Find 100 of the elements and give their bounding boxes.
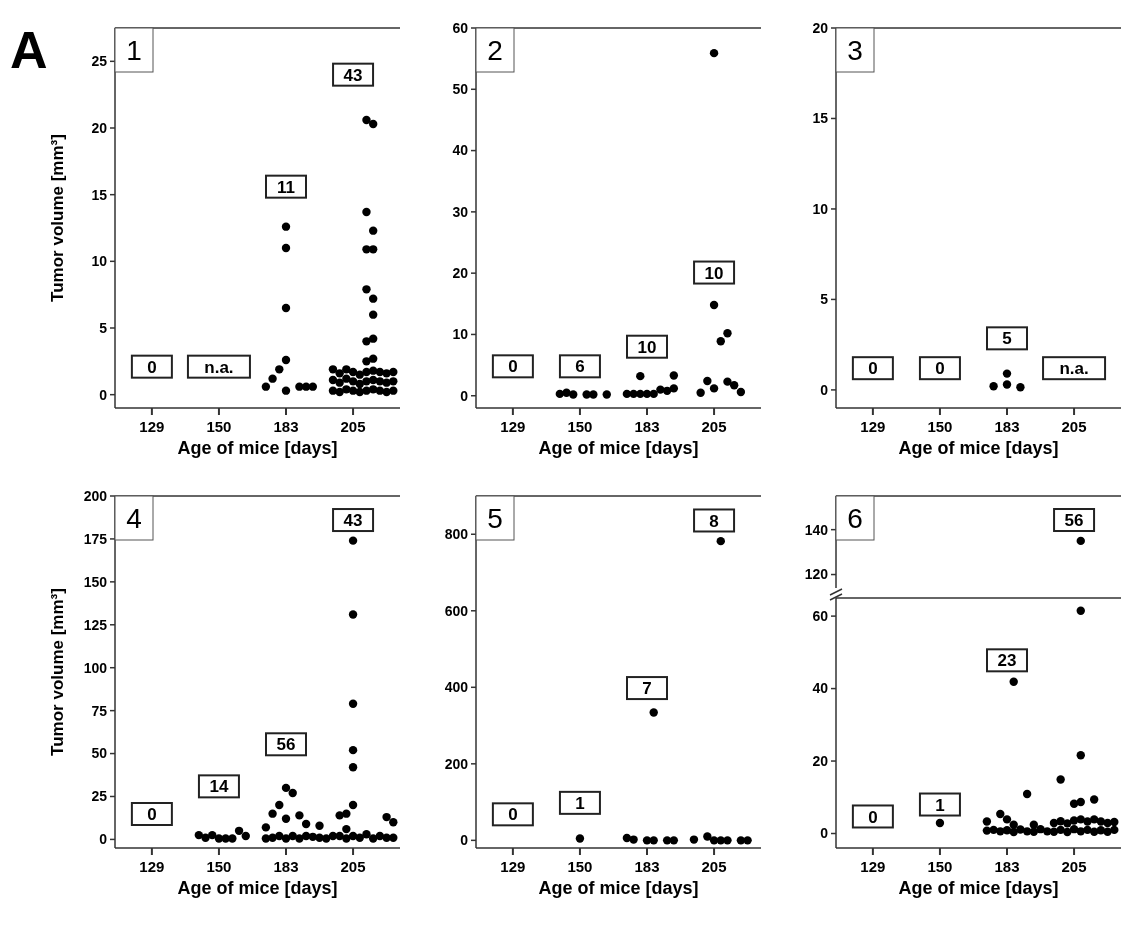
point bbox=[723, 329, 732, 338]
point bbox=[1002, 815, 1012, 824]
point bbox=[201, 833, 210, 842]
point bbox=[355, 370, 364, 379]
chart-title: 1 bbox=[126, 35, 142, 66]
point bbox=[669, 836, 679, 845]
point bbox=[348, 610, 358, 619]
point bbox=[275, 800, 284, 810]
annotation: 0 bbox=[147, 357, 157, 377]
x-tick-label: 129 bbox=[139, 858, 165, 875]
y-tick-label: 30 bbox=[452, 203, 469, 220]
point bbox=[368, 245, 378, 254]
point bbox=[689, 835, 699, 844]
point bbox=[261, 834, 271, 843]
x-axis-title: Age of mice [days] bbox=[177, 438, 338, 458]
point bbox=[368, 294, 378, 303]
point bbox=[703, 832, 712, 841]
point bbox=[1002, 826, 1012, 835]
point bbox=[709, 300, 719, 310]
y-tick-label: 0 bbox=[99, 831, 108, 848]
point bbox=[348, 536, 358, 545]
point bbox=[649, 836, 658, 845]
y-tick-label: 0 bbox=[460, 387, 469, 404]
y-tick-label: 20 bbox=[812, 752, 829, 769]
point bbox=[736, 387, 746, 397]
point bbox=[562, 388, 571, 397]
annotation: 1 bbox=[575, 793, 585, 813]
point bbox=[322, 834, 331, 843]
point bbox=[1029, 820, 1039, 830]
point bbox=[261, 382, 271, 391]
point bbox=[1009, 820, 1018, 830]
y-tick-label: 75 bbox=[91, 702, 108, 719]
x-tick-label: 150 bbox=[206, 858, 232, 875]
point bbox=[389, 367, 398, 377]
point bbox=[996, 809, 1005, 819]
annotation: 14 bbox=[209, 777, 229, 797]
point bbox=[315, 821, 324, 830]
point bbox=[362, 357, 371, 366]
point bbox=[1016, 382, 1025, 392]
point bbox=[348, 763, 358, 772]
y-tick-label: 50 bbox=[91, 745, 108, 762]
point bbox=[301, 382, 311, 391]
point bbox=[335, 387, 344, 397]
point bbox=[743, 836, 752, 845]
point bbox=[382, 812, 391, 822]
point bbox=[982, 817, 992, 826]
y-tick-label: 25 bbox=[91, 788, 108, 805]
point bbox=[1089, 795, 1099, 804]
y-tick-label: 400 bbox=[444, 679, 469, 696]
point bbox=[281, 243, 291, 253]
point bbox=[989, 382, 998, 391]
point bbox=[281, 783, 291, 793]
point bbox=[348, 745, 358, 755]
y-tick-label: 200 bbox=[83, 487, 108, 504]
y-tick-label: 5 bbox=[820, 291, 829, 308]
y-tick-label: 140 bbox=[804, 521, 829, 538]
x-tick-label: 129 bbox=[860, 858, 886, 875]
point bbox=[281, 355, 291, 365]
y-tick-label: 10 bbox=[452, 326, 469, 343]
x-tick-label: 129 bbox=[500, 418, 526, 435]
point bbox=[1063, 819, 1072, 828]
point bbox=[602, 390, 611, 399]
point bbox=[649, 708, 658, 717]
point bbox=[342, 809, 351, 818]
y-tick-label: 0 bbox=[820, 825, 829, 842]
point bbox=[368, 366, 378, 375]
point bbox=[348, 377, 358, 386]
point bbox=[301, 819, 311, 829]
point bbox=[288, 788, 297, 798]
x-tick-label: 205 bbox=[701, 418, 727, 435]
point bbox=[342, 365, 351, 374]
point bbox=[1002, 380, 1012, 389]
x-tick-label: 205 bbox=[1061, 418, 1087, 435]
y-tick-label: 100 bbox=[83, 659, 108, 676]
point bbox=[662, 836, 672, 845]
point bbox=[362, 285, 371, 294]
point bbox=[348, 386, 358, 395]
y-tick-label: 800 bbox=[444, 526, 469, 543]
annotation: 0 bbox=[868, 359, 878, 379]
point bbox=[348, 699, 358, 708]
point bbox=[234, 826, 244, 836]
point bbox=[989, 825, 998, 835]
y-tick-label: 150 bbox=[83, 573, 108, 590]
point bbox=[281, 386, 291, 395]
point bbox=[375, 377, 385, 386]
x-tick-label: 150 bbox=[206, 418, 232, 435]
point bbox=[716, 536, 725, 546]
point bbox=[389, 833, 398, 842]
text: A bbox=[10, 21, 48, 79]
point bbox=[368, 354, 378, 363]
point bbox=[348, 800, 358, 810]
point bbox=[368, 834, 378, 843]
annotation: 10 bbox=[704, 263, 724, 283]
point bbox=[389, 818, 398, 827]
point bbox=[723, 377, 732, 386]
chart-title: 6 bbox=[847, 503, 863, 534]
point bbox=[1022, 789, 1032, 799]
point bbox=[241, 831, 250, 841]
x-axis-title: Age of mice [days] bbox=[538, 438, 699, 458]
y-tick-label: 600 bbox=[444, 602, 469, 619]
